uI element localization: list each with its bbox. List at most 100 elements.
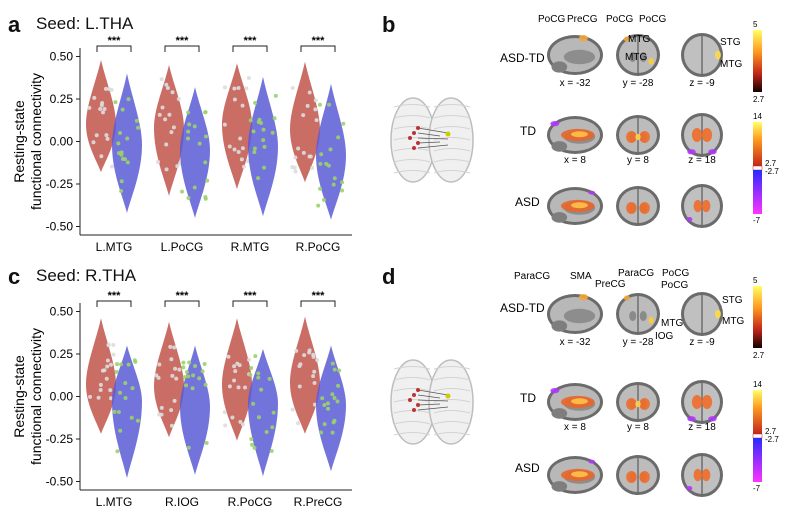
- asd-data-point: [307, 350, 312, 355]
- asd-data-point: [232, 378, 237, 383]
- asd-td-sagittal: [547, 294, 603, 334]
- td-data-point: [135, 418, 140, 423]
- x-tick-label: L.MTG: [96, 495, 133, 509]
- gyrus-line: [433, 410, 471, 414]
- asd-data-point: [172, 345, 177, 350]
- td-coronal: [616, 382, 660, 422]
- colorbar-neg: [753, 170, 762, 214]
- asd-data-point: [98, 107, 103, 112]
- colorbar-neg: [753, 438, 762, 482]
- td-data-point: [258, 121, 263, 126]
- connection-line: [417, 137, 449, 140]
- node: [416, 403, 420, 407]
- asd-data-point: [111, 342, 116, 347]
- td-data-point: [203, 195, 208, 200]
- td-data-point: [200, 369, 205, 374]
- activation-blob: [693, 199, 702, 213]
- gyrus-line: [433, 104, 471, 108]
- asd-data-point: [313, 98, 318, 103]
- y-tick-label: 0.50: [50, 50, 74, 64]
- td-data-point: [253, 354, 258, 359]
- asd-data-point: [168, 344, 173, 349]
- td-data-point: [181, 365, 186, 370]
- td-data-point: [203, 134, 208, 139]
- asd-data-point: [236, 85, 241, 90]
- td-data-point: [332, 367, 337, 372]
- region-label: PoCG: [606, 14, 633, 25]
- row-label-asd: ASD: [515, 195, 540, 209]
- td-data-point: [197, 141, 202, 146]
- gyrus-line: [393, 399, 431, 403]
- td-data-point: [115, 449, 120, 454]
- colorbar-max: 14: [753, 112, 762, 121]
- asd-data-point: [310, 166, 315, 171]
- asd-data-point: [169, 357, 174, 362]
- region-label: PoCG: [639, 14, 666, 25]
- td-data-point: [264, 429, 269, 434]
- td-data-point: [193, 364, 198, 369]
- asd-data-point: [223, 423, 228, 428]
- colorbar-pos: [753, 122, 762, 166]
- td-data-point: [192, 185, 197, 190]
- activation-blob: [626, 131, 637, 143]
- node: [408, 136, 412, 140]
- asd-data-point: [98, 387, 103, 392]
- td-sagittal: [547, 116, 603, 154]
- node: [412, 146, 416, 150]
- asd-data-point: [290, 86, 295, 91]
- asd-sagittal: [547, 187, 603, 225]
- connection-line: [417, 389, 449, 396]
- asd-data-point: [163, 117, 168, 122]
- td-data-point: [331, 182, 336, 187]
- td-data-point: [325, 401, 330, 406]
- activation-blob: [702, 394, 713, 410]
- asd-data-point: [305, 103, 310, 108]
- asd-data-point: [156, 375, 161, 380]
- asd-data-point: [170, 90, 175, 95]
- y-tick-label: 0.25: [50, 347, 74, 361]
- td-axial: [681, 113, 723, 157]
- td-data-point: [203, 110, 208, 115]
- connection-line: [417, 132, 441, 137]
- asd-data-point: [175, 164, 180, 169]
- td-data-point: [330, 392, 335, 397]
- glass-brain-connectome: [390, 97, 474, 183]
- activation-blob: [708, 149, 717, 155]
- asd-data-point: [244, 86, 249, 91]
- slice-coordinate: z = 18: [688, 155, 716, 166]
- asd-data-point: [232, 147, 237, 152]
- activation-blob: [702, 468, 711, 482]
- asd-data-point: [227, 144, 232, 149]
- td-data-point: [205, 178, 210, 183]
- asd-data-point: [160, 105, 165, 110]
- activation-blob: [623, 36, 631, 42]
- region-label: PoCG: [661, 280, 688, 291]
- td-data-point: [332, 418, 337, 423]
- connection-line: [417, 399, 449, 402]
- td-data-point: [330, 430, 335, 435]
- asd-violin: [154, 65, 184, 196]
- asd-data-point: [307, 90, 312, 95]
- td-data-point: [126, 97, 131, 102]
- td-data-point: [270, 130, 275, 135]
- asd-data-point: [105, 358, 110, 363]
- asd-td-axial: [681, 33, 723, 77]
- asd-data-point: [165, 85, 170, 90]
- slice-coordinate: x = 8: [564, 422, 586, 433]
- td-data-point: [116, 141, 121, 146]
- asd-data-point: [293, 169, 298, 174]
- asd-data-point: [296, 146, 301, 151]
- td-data-point: [248, 372, 253, 377]
- asd-data-point: [238, 419, 243, 424]
- region-label: STG: [722, 295, 743, 306]
- asd-data-point: [237, 363, 242, 368]
- region-label: STG: [720, 37, 741, 48]
- td-data-point: [269, 448, 274, 453]
- asd-data-point: [233, 369, 238, 374]
- asd-data-point: [102, 368, 107, 373]
- asd-data-point: [238, 136, 243, 141]
- slice-coordinate: x = -32: [560, 78, 591, 89]
- gyrus-line: [393, 366, 431, 370]
- asd-violin: [222, 63, 252, 190]
- x-tick-label: R.PreCG: [294, 495, 343, 509]
